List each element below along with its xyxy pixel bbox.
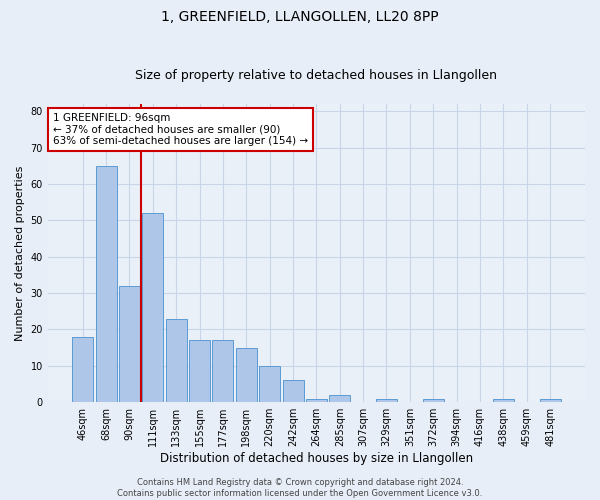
X-axis label: Distribution of detached houses by size in Llangollen: Distribution of detached houses by size … <box>160 452 473 465</box>
Bar <box>95 166 116 402</box>
Bar <box>376 398 397 402</box>
Bar <box>236 348 257 402</box>
Bar <box>212 340 233 402</box>
Bar <box>423 398 444 402</box>
Text: 1 GREENFIELD: 96sqm
← 37% of detached houses are smaller (90)
63% of semi-detach: 1 GREENFIELD: 96sqm ← 37% of detached ho… <box>53 113 308 146</box>
Title: Size of property relative to detached houses in Llangollen: Size of property relative to detached ho… <box>136 69 497 82</box>
Bar <box>166 318 187 402</box>
Bar <box>283 380 304 402</box>
Bar <box>493 398 514 402</box>
Bar <box>119 286 140 402</box>
Bar <box>539 398 560 402</box>
Y-axis label: Number of detached properties: Number of detached properties <box>15 166 25 341</box>
Bar <box>259 366 280 402</box>
Bar <box>306 398 327 402</box>
Bar <box>142 213 163 402</box>
Bar <box>72 336 93 402</box>
Bar <box>189 340 210 402</box>
Bar <box>329 395 350 402</box>
Text: 1, GREENFIELD, LLANGOLLEN, LL20 8PP: 1, GREENFIELD, LLANGOLLEN, LL20 8PP <box>161 10 439 24</box>
Text: Contains HM Land Registry data © Crown copyright and database right 2024.
Contai: Contains HM Land Registry data © Crown c… <box>118 478 482 498</box>
